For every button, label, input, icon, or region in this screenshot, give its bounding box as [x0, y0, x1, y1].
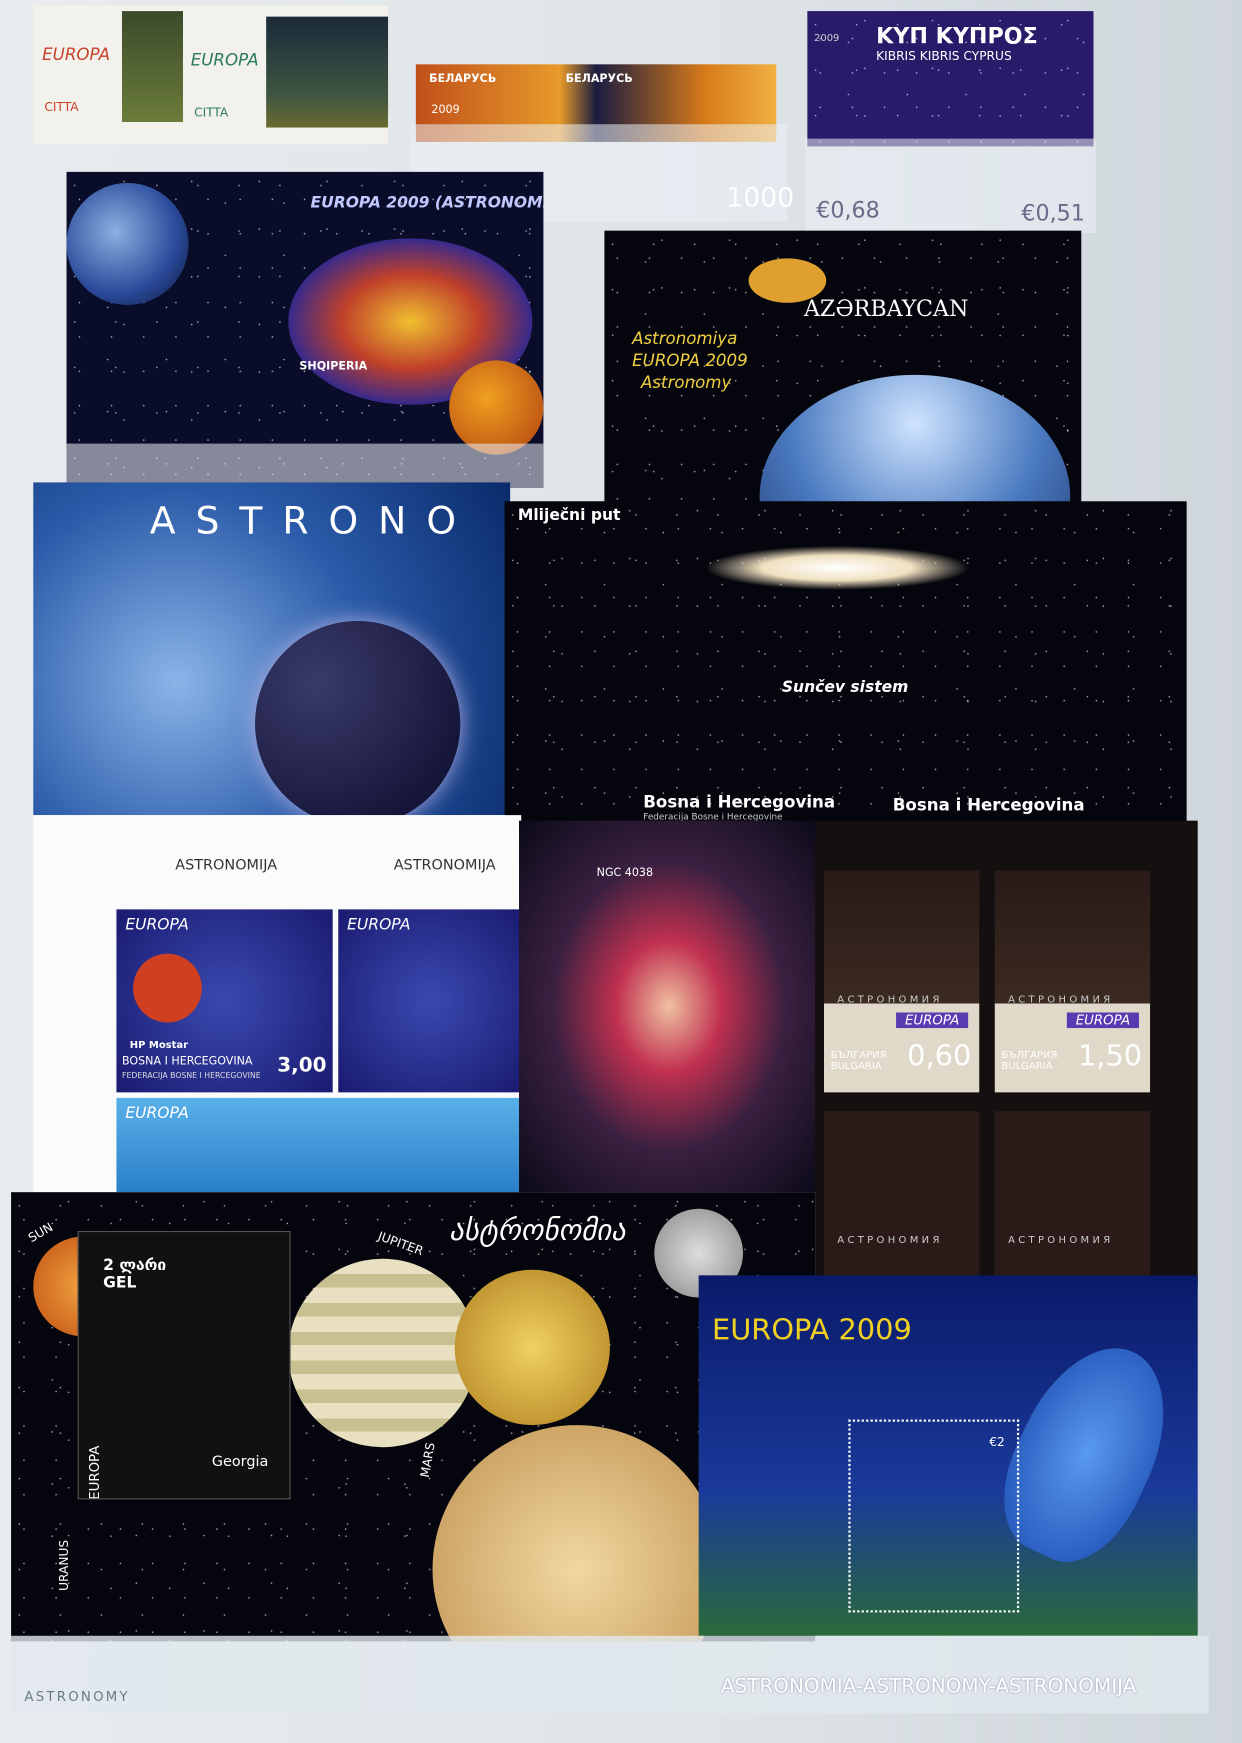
- footer-right: ASTRONOMIA-ASTRONOMY-ASTRONOMIJA: [721, 1675, 1136, 1698]
- sun-label: SUN: [26, 1220, 56, 1245]
- planet: [449, 360, 543, 454]
- footer-left: ASTRONOMY: [24, 1689, 129, 1705]
- country: Georgia: [212, 1454, 269, 1471]
- stamp: АСТРОНОМИЯ EUROPA БЪЛГАРИЯ BULGARIA 0,60: [824, 871, 979, 1093]
- page-body: EUROPA EUROPA CITTA CITTA БЕЛАРУСЬ БЕЛАР…: [0, 0, 1242, 1743]
- stamp: EUROPA HP Mostar BOSNA I HERCEGOVINA FED…: [116, 909, 332, 1092]
- azerbaijan-sheet: AZƏRBAYCAN Astronomiya EUROPA 2009 Astro…: [604, 231, 1081, 505]
- label: NGC 4038: [597, 867, 653, 879]
- value: 0,60: [907, 1040, 971, 1073]
- ngc-sheet: NGC 4038: [519, 821, 818, 1193]
- planet: [67, 183, 189, 305]
- brand: EUROPA: [1067, 1013, 1139, 1029]
- europa-kid-sheet: EUROPA 2009 €2: [699, 1275, 1198, 1635]
- milky-way-sheet: Mliječni put Sunčev sistem Bosna i Herce…: [505, 501, 1187, 826]
- value: 1,50: [1078, 1040, 1142, 1073]
- georgia-sheet: 2 ლარი GEL Georgia EUROPA ასტრონომია SUN…: [11, 1192, 815, 1641]
- mostar-sheet: ASTRONOMIJA ASTRONOMIJA EUROPA HP Mostar…: [33, 815, 521, 1192]
- line-3: Astronomy: [641, 373, 731, 393]
- brand: EUROPA: [125, 916, 188, 934]
- brand: EUROPA: [87, 1446, 103, 1500]
- stamp: АСТРОНОМИЯ EUROPA БЪЛГАРИЯ BULGARIA 1,50: [995, 871, 1150, 1093]
- album-page: EUROPA EUROPA CITTA CITTA БЕЛАРУСЬ БЕЛАР…: [0, 0, 1242, 1743]
- year: 2009: [431, 104, 459, 116]
- stamp: EUROPA: [338, 909, 521, 1092]
- earth: [760, 375, 1071, 505]
- title: ასტრონომია: [449, 1214, 626, 1247]
- margin-label: ASTRONOMIJA: [394, 857, 496, 874]
- stamp: 2 ლარი GEL Georgia EUROPA: [78, 1231, 291, 1499]
- title-greek: ΚΥΠ ΚΥΠΡΟΣ: [876, 22, 1038, 49]
- mars: [433, 1425, 721, 1641]
- label: Sunčev sistem: [782, 679, 908, 697]
- country: BOSNA I HERCEGOVINA: [122, 1056, 253, 1068]
- theme: АСТРОНОМИЯ: [1008, 995, 1113, 1006]
- value: 1000: [726, 182, 794, 213]
- glassine-strip: ASTRONOMY ASTRONOMIA-ASTRONOMY-ASTRONOMI…: [11, 1636, 1209, 1714]
- glassine-pocket: €0,68 €0,51: [805, 139, 1096, 233]
- theme: АСТРОНОМИЯ: [837, 995, 942, 1006]
- country: AZƏRBAYCAN: [804, 295, 968, 322]
- value: 3,00: [277, 1054, 326, 1077]
- line-1: Astronomiya: [632, 328, 737, 348]
- brand: EUROPA: [42, 44, 110, 64]
- federation: FEDERACIJA BOSNE I HERCEGOVINE: [122, 1071, 261, 1080]
- stamp: €2: [848, 1420, 1019, 1613]
- italy-stamps: EUROPA EUROPA CITTA CITTA: [33, 6, 388, 145]
- country: БЪЛГАРИЯ BULGARIA: [1001, 1050, 1056, 1072]
- jupiter: [288, 1259, 477, 1448]
- mars-label: MARS: [418, 1441, 438, 1478]
- uranus-label: URANUS: [57, 1540, 71, 1591]
- stamp: EUROPA: [116, 1098, 521, 1192]
- albania-sheet: EUROPA 2009 (ASTRONOMIA) SHQIPERIA: [67, 172, 544, 488]
- theme: АСТРОНОМИЯ: [837, 1235, 942, 1246]
- galaxy: [704, 546, 970, 590]
- glassine-pocket: [67, 444, 544, 488]
- country: БЪЛГАРИЯ BULGARIA: [831, 1050, 886, 1072]
- country: SHQIPERIA: [299, 360, 367, 372]
- title: Mliječni put: [518, 507, 621, 525]
- planet: [133, 954, 202, 1023]
- title: EUROPA 2009 (ASTRONOMIA): [311, 194, 544, 212]
- value: 2 ლარი GEL: [103, 1256, 170, 1291]
- value: €0,51: [1021, 200, 1085, 227]
- bulgaria-block: АСТРОНОМИЯ EUROPA БЪЛГАРИЯ BULGARIA 0,60…: [815, 821, 1198, 1287]
- astronomy-sheet: ASTRONO: [33, 482, 510, 815]
- country: БЕЛАРУСЬ: [566, 73, 633, 85]
- brand: EUROPA: [125, 1105, 188, 1123]
- line-2: EUROPA 2009: [632, 350, 748, 370]
- country: Bosna i Hercegovina: [643, 792, 835, 812]
- city: CITTA: [44, 100, 78, 114]
- brand: EUROPA: [896, 1013, 968, 1029]
- stamp: АСТРОНОМИЯ: [995, 1111, 1150, 1286]
- brand: EUROPA: [347, 916, 410, 934]
- cyprus-stamps: ΚΥΠ ΚΥΠΡΟΣ KIBRIS KIBRIS CYPRUS 2009: [807, 11, 1093, 146]
- stamp-image: [266, 17, 388, 128]
- city: CITTA: [194, 105, 228, 119]
- country: БЕЛАРУСЬ: [429, 73, 496, 85]
- stamp-image: [122, 11, 183, 122]
- theme: АСТРОНОМИЯ: [1008, 1235, 1113, 1246]
- post: HP Mostar: [130, 1040, 188, 1051]
- value: €2: [989, 1435, 1005, 1449]
- planet: [255, 621, 460, 815]
- year: 2009: [814, 33, 839, 44]
- value: €0,68: [816, 196, 880, 223]
- stamp: АСТРОНОМИЯ: [824, 1111, 979, 1286]
- title-turkish: KIBRIS KIBRIS CYPRUS: [876, 49, 1012, 63]
- margin-label: ASTRONOMIJA: [175, 857, 277, 874]
- title: EUROPA 2009: [712, 1314, 912, 1347]
- brand: EUROPA: [191, 50, 259, 70]
- title: ASTRONO: [150, 499, 476, 543]
- planet: [455, 1270, 610, 1425]
- jupiter-label: JUPITER: [376, 1229, 425, 1259]
- country: Bosna i Hercegovina: [893, 795, 1085, 815]
